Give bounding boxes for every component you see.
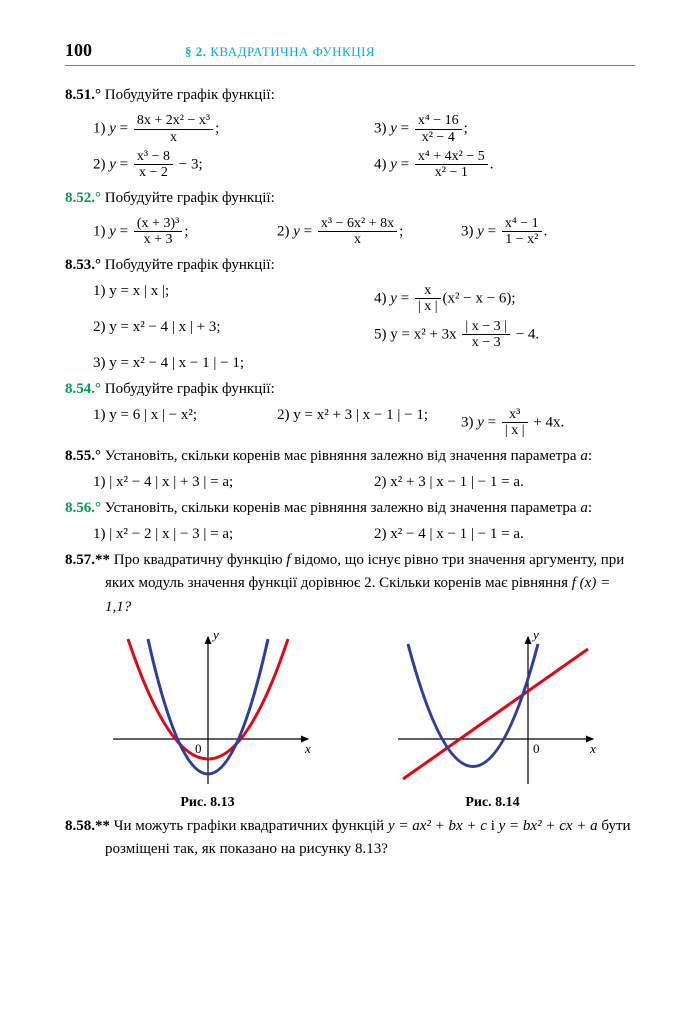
item-852-1: 1) y = (x + 3)³x + 3; (93, 214, 267, 250)
item-851-4: 4) y = x⁴ + 4x² − 5x² − 1. (374, 147, 635, 183)
item-852-3: 3) y = x⁴ − 11 − x². (461, 214, 635, 250)
item-854-1: 1) y = 6 | x | − x²; (93, 405, 267, 441)
svg-text:x: x (304, 741, 311, 756)
exercise-854-items: 1) y = 6 | x | − x²; 2) y = x² + 3 | x −… (93, 405, 635, 441)
svg-text:y: y (531, 629, 539, 642)
item-851-2: 2) y = x³ − 8x − 2 − 3; (93, 147, 354, 183)
item-855-1: 1) | x² − 4 | x | + 3 | = a; (93, 472, 354, 493)
chart-813: y x 0 (93, 629, 323, 789)
exercise-856-items: 1) | x² − 2 | x | − 3 | = a; 2) x² − 4 |… (93, 524, 635, 545)
item-856-2: 2) x² − 4 | x − 1 | − 1 = a. (374, 524, 635, 545)
item-851-1: 1) y = 8x + 2x² − x³x; (93, 111, 354, 147)
page: 100 § 2. КВАДРАТИЧНА ФУНКЦІЯ 8.51.° Побу… (0, 0, 690, 905)
exercise-851-items: 1) y = 8x + 2x² − x³x; 3) y = x⁴ − 16x² … (93, 111, 635, 183)
exercise-854: 8.54.° Побудуйте графік функції: (65, 378, 635, 401)
figures-row: y x 0 Рис. 8.13 y x 0 (65, 629, 635, 811)
svg-text:0: 0 (195, 741, 202, 756)
chart-814: y x 0 (378, 629, 608, 789)
svg-text:0: 0 (533, 741, 540, 756)
figure-813: y x 0 Рис. 8.13 (93, 629, 323, 811)
item-851-3: 3) y = x⁴ − 16x² − 4; (374, 111, 635, 147)
exercise-852-items: 1) y = (x + 3)³x + 3; 2) y = x³ − 6x² + … (93, 214, 635, 250)
exercise-857: 8.57.** Про квадратичну функцію f відомо… (65, 549, 635, 619)
item-853-1: 1) y = x | x |; (93, 281, 354, 317)
exercise-855: 8.55.° Установіть, скільки коренів має р… (65, 445, 635, 468)
item-855-2: 2) x² + 3 | x − 1 | − 1 = a. (374, 472, 635, 493)
exercise-858: 8.58.** Чи можуть графіки квадратичних ф… (65, 815, 635, 862)
figure-814-caption: Рис. 8.14 (378, 795, 608, 811)
exercise-855-items: 1) | x² − 4 | x | + 3 | = a; 2) x² + 3 |… (93, 472, 635, 493)
page-number: 100 (65, 40, 185, 61)
item-853-4: 4) y = x| x |(x² − x − 6); (374, 281, 635, 317)
section-title: § 2. КВАДРАТИЧНА ФУНКЦІЯ (185, 44, 375, 60)
exercise-853: 8.53.° Побудуйте графік функції: (65, 254, 635, 277)
page-header: 100 § 2. КВАДРАТИЧНА ФУНКЦІЯ (65, 40, 635, 66)
item-852-2: 2) y = x³ − 6x² + 8xx; (277, 214, 451, 250)
exercise-853-items: 1) y = x | x |; 4) y = x| x |(x² − x − 6… (93, 281, 635, 374)
item-853-5: 5) y = x² + 3x | x − 3 |x − 3 − 4. (374, 317, 635, 353)
exercise-851: 8.51.° Побудуйте графік функції: (65, 84, 635, 107)
item-854-3: 3) y = x³| x | + 4x. (461, 405, 635, 441)
item-853-3: 3) y = x² − 4 | x − 1 | − 1; (93, 353, 354, 374)
svg-text:y: y (211, 629, 219, 642)
svg-text:x: x (589, 741, 596, 756)
item-854-2: 2) y = x² + 3 | x − 1 | − 1; (277, 405, 451, 441)
exercise-852: 8.52.° Побудуйте графік функції: (65, 187, 635, 210)
item-853-2: 2) y = x² − 4 | x | + 3; (93, 317, 354, 353)
item-856-1: 1) | x² − 2 | x | − 3 | = a; (93, 524, 354, 545)
figure-813-caption: Рис. 8.13 (93, 795, 323, 811)
figure-814: y x 0 Рис. 8.14 (378, 629, 608, 811)
exercise-856: 8.56.° Установіть, скільки коренів має р… (65, 497, 635, 520)
